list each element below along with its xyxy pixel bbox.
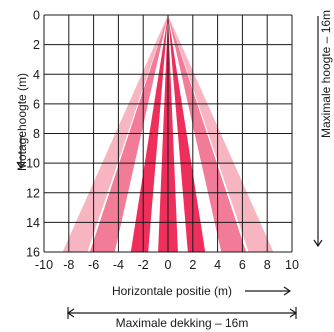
x-tick-label: -6 [88,258,99,272]
x-tick-label: 2 [189,258,196,272]
x-tick-label: -4 [113,258,124,272]
height-label: Maximale hoogte – 16m [319,10,333,138]
x-tick-label: -8 [63,258,74,272]
y-tick-label: 10 [26,157,40,171]
y-tick-labels: 0 2 4 6 8 10 12 14 16 [26,9,40,260]
coverage-double-arrow-icon [66,307,298,319]
y-tick-label: 0 [33,9,40,23]
y-tick-label: 2 [33,38,40,52]
y-tick-label: 6 [33,97,40,111]
y-axis-title: Motagehoogte (m) [15,73,29,171]
x-tick-label: 0 [165,258,172,272]
x-tick-label: -10 [35,258,53,272]
down-arrow-icon [16,135,26,170]
x-axis-title: Horizontale positie (m) [112,284,232,298]
height-arrow-icon [313,16,323,248]
x-tick-label: 4 [214,258,221,272]
y-tick-label: 12 [26,186,40,200]
y-tick-label: 8 [33,127,40,141]
right-arrow-icon [245,286,292,296]
x-tick-label: 6 [239,258,246,272]
x-tick-label: 10 [285,258,299,272]
x-tick-label: -2 [138,258,149,272]
grid-layer [43,14,293,253]
y-tick-label: 14 [26,216,40,230]
y-tick-label: 4 [33,68,40,82]
y-tick-label: 16 [26,246,40,260]
x-tick-labels: -10 -8 -6 -4 -2 0 2 4 6 8 10 [35,258,299,272]
x-tick-label: 8 [264,258,271,272]
coverage-label: Maximale dekking – 16m [116,316,249,330]
